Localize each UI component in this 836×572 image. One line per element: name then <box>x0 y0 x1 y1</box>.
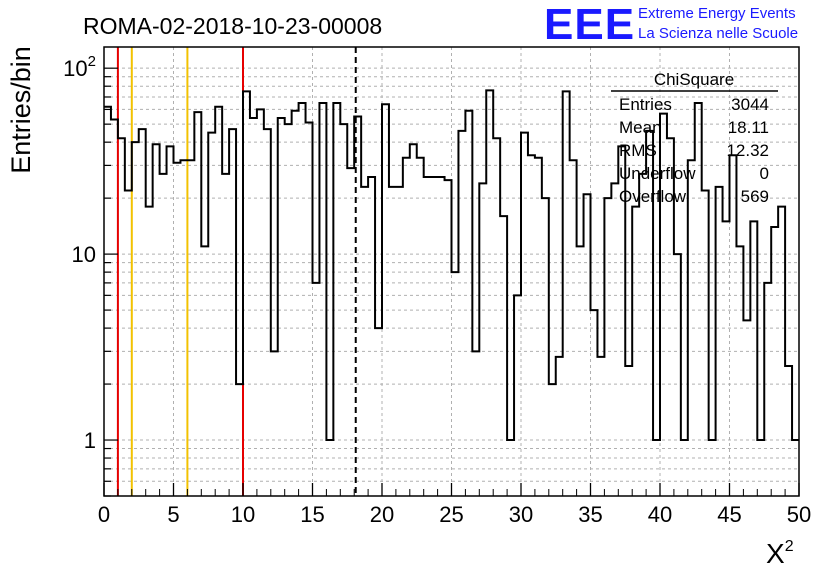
logo-line-2: La Scienza nelle Scuole <box>638 25 798 42</box>
x-tick-label: 0 <box>98 502 110 527</box>
x-tick-label: 40 <box>648 502 672 527</box>
x-axis-label: X2 <box>766 538 794 569</box>
x-tick-label: 45 <box>717 502 741 527</box>
y-tick-label: 10 <box>72 242 96 267</box>
histogram-outline <box>104 89 799 442</box>
y-tick-label: 1 <box>84 428 96 453</box>
logo-line-1: Extreme Energy Events <box>638 5 796 22</box>
stats-value: 18.11 <box>728 118 769 137</box>
stats-title: ChiSquare <box>654 70 734 89</box>
stats-value: 12.32 <box>726 141 769 160</box>
stats-box: ChiSquare Entries 3044 Mean 18.11 RMS 12.32 Un… <box>611 70 778 206</box>
stats-label: Mean <box>619 118 662 137</box>
x-tick-label: 10 <box>231 502 255 527</box>
run-title: ROMA-02-2018-10-23-00008 <box>83 13 382 39</box>
x-tick-label: 35 <box>578 502 602 527</box>
plot-frame <box>103 46 800 497</box>
x-tick-label: 50 <box>787 502 811 527</box>
x-axis-label-base: X <box>766 538 785 569</box>
stats-label: Underflow <box>619 164 696 183</box>
x-axis-label-superscript: 2 <box>785 538 794 555</box>
stats-label: RMS <box>619 141 657 160</box>
x-tick-label: 25 <box>439 502 463 527</box>
stats-rows: Entries 3044 Mean 18.11 RMS 12.32 Underflow 0 Ov… <box>619 95 769 206</box>
stats-value: 569 <box>741 187 769 206</box>
y-tick-label: 102 <box>63 53 96 81</box>
x-tick-label: 15 <box>300 502 324 527</box>
stats-value: 0 <box>760 164 769 183</box>
y-axis-label: Entries/bin <box>6 46 36 174</box>
stats-value: 3044 <box>731 95 769 114</box>
x-tick-label: 30 <box>509 502 533 527</box>
eee-logo: EEE Extreme Energy Events La Scienza nel… <box>544 0 798 49</box>
stats-label: Overflow <box>619 187 687 206</box>
stats-label: Entries <box>619 95 672 114</box>
grid <box>104 47 799 497</box>
eee-logo-mark: EEE <box>544 0 635 49</box>
x-tick-label: 5 <box>167 502 179 527</box>
x-tick-label: 20 <box>370 502 394 527</box>
